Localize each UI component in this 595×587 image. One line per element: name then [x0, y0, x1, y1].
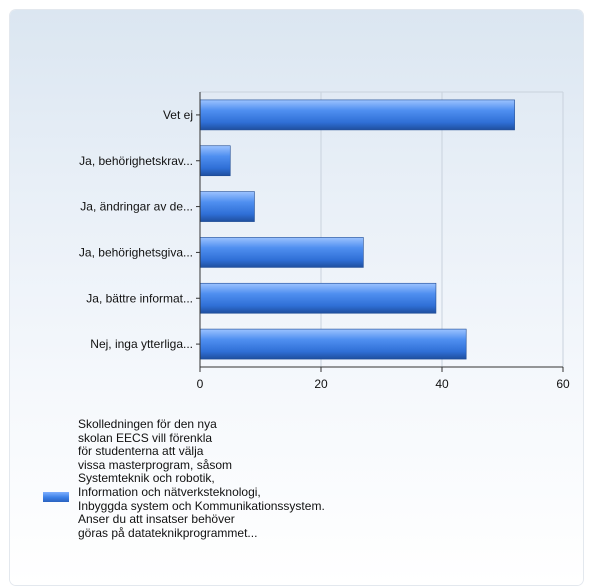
bar-4 — [199, 282, 437, 314]
legend-series-name: Skolledningen för den nya skolan EECS vi… — [78, 417, 325, 540]
category-label-2: Ja, ändringar av de... — [80, 200, 193, 214]
x-tick-label: 20 — [314, 377, 328, 391]
category-label-0: Vet ej — [163, 108, 193, 122]
category-label-4: Ja, bättre informat... — [86, 291, 193, 305]
category-label-3: Ja, behörighetsgiva... — [79, 245, 193, 259]
bar-1 — [199, 145, 231, 177]
x-tick-label: 60 — [556, 377, 570, 391]
category-label-1: Ja, behörighetskrav... — [79, 154, 193, 168]
legend-swatch — [43, 492, 69, 502]
bar-0 — [199, 99, 515, 131]
category-label-5: Nej, inga ytterliga... — [90, 337, 193, 351]
bar-3 — [199, 237, 364, 268]
x-tick-label: 40 — [435, 377, 449, 391]
x-tick-label: 0 — [197, 377, 204, 391]
bar-2 — [199, 191, 255, 222]
bar-5 — [199, 328, 467, 360]
